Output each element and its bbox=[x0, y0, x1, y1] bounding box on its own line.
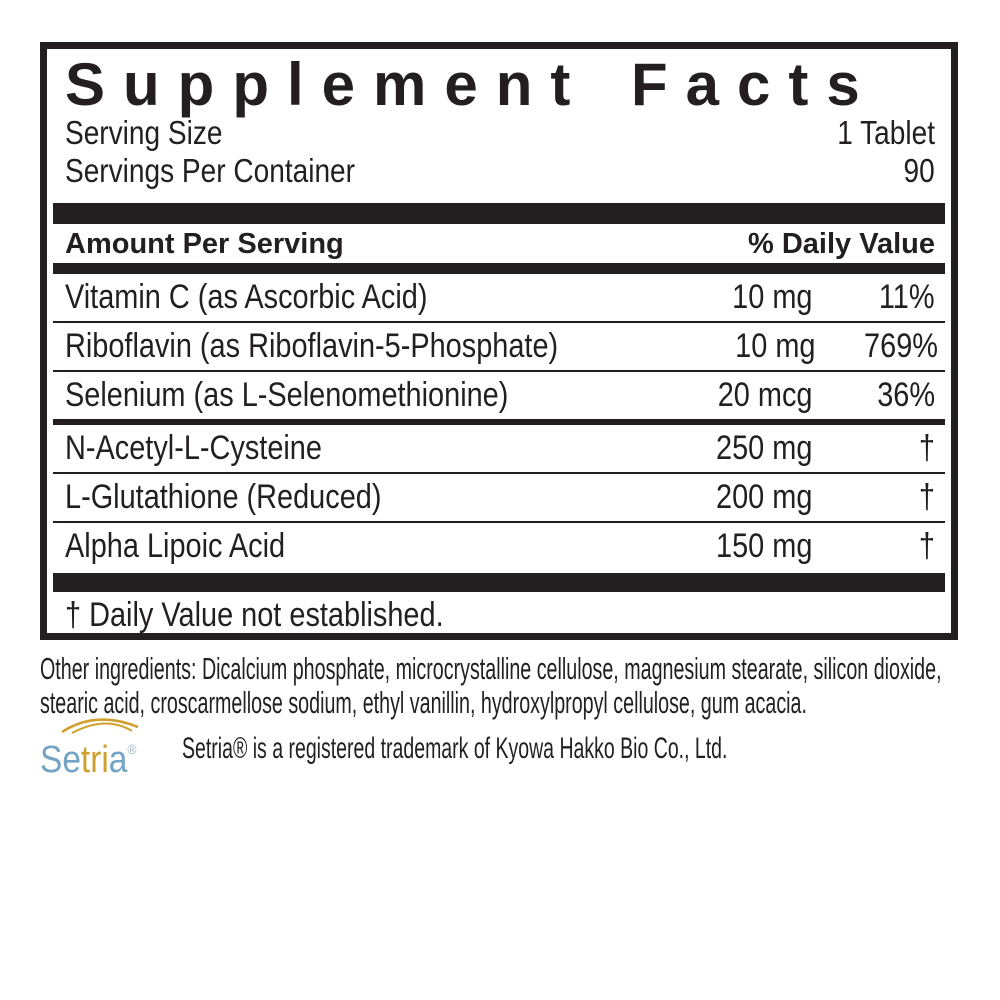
table-row: Alpha Lipoic Acid 150 mg † bbox=[65, 523, 935, 570]
table-row: Riboflavin (as Riboflavin-5-Phosphate) 1… bbox=[65, 323, 939, 370]
table-row: Selenium (as L-Selenomethionine) 20 mcg … bbox=[65, 372, 935, 419]
table-row: Vitamin C (as Ascorbic Acid) 10 mg 11% bbox=[65, 274, 935, 321]
nutrient-daily-value: 36% bbox=[877, 376, 935, 414]
nutrient-amount: 150 mg bbox=[715, 527, 812, 565]
setria-logo-letter: t bbox=[80, 739, 91, 781]
nutrient-amount: 10 mg bbox=[731, 278, 812, 316]
column-header-daily-value: % Daily Value bbox=[748, 228, 935, 260]
nutrient-name: L-Glutathione (Reduced) bbox=[65, 478, 382, 516]
thick-divider-bottom bbox=[53, 573, 945, 592]
nutrient-daily-value: 11% bbox=[879, 278, 935, 316]
setria-logo-letter: a bbox=[108, 739, 128, 781]
thick-divider-top bbox=[53, 203, 945, 224]
nutrient-daily-value: † bbox=[918, 478, 935, 516]
serving-size-line: Serving Size 1 Tablet bbox=[65, 114, 935, 152]
nutrient-name: Vitamin C (as Ascorbic Acid) bbox=[65, 278, 428, 316]
supplement-facts-panel: Supplement Facts Serving Size 1 Tablet S… bbox=[40, 42, 958, 640]
setria-logo-letter: e bbox=[62, 739, 81, 781]
serving-size-value: 1 Tablet bbox=[837, 114, 935, 151]
serving-size-label: Serving Size bbox=[65, 114, 223, 151]
nutrient-daily-value: † bbox=[918, 527, 935, 565]
setria-logo-word: Setria® bbox=[40, 728, 136, 781]
nutrient-name: Alpha Lipoic Acid bbox=[65, 527, 286, 565]
servings-per-container-value: 90 bbox=[903, 152, 935, 189]
row-divider bbox=[53, 521, 945, 523]
registered-mark: ® bbox=[127, 741, 137, 757]
nutrient-amount: 20 mcg bbox=[717, 376, 812, 414]
setria-arc-icon bbox=[61, 718, 139, 734]
table-row: N-Acetyl-L-Cysteine 250 mg † bbox=[65, 425, 935, 472]
row-divider bbox=[53, 370, 945, 372]
row-divider bbox=[53, 321, 945, 323]
setria-trademark-line: Setria® is a registered trademark of Kyo… bbox=[182, 732, 728, 765]
nutrient-name: Selenium (as L-Selenomethionine) bbox=[65, 376, 509, 414]
setria-logo: Setria® bbox=[40, 714, 150, 781]
table-header-row: Amount Per Serving % Daily Value bbox=[65, 224, 935, 263]
other-ingredients-text: Other ingredients: Dicalcium phosphate, … bbox=[40, 651, 942, 720]
nutrient-amount: 10 mg bbox=[734, 327, 816, 365]
nutrient-daily-value: 769% bbox=[864, 327, 939, 365]
setria-logo-letter: r bbox=[90, 739, 102, 781]
column-header-amount-per-serving: Amount Per Serving bbox=[65, 228, 344, 260]
nutrient-amount: 200 mg bbox=[715, 478, 812, 516]
setria-trademark-block: Setria® Setria® is a registered trademar… bbox=[40, 714, 960, 784]
section-divider bbox=[53, 419, 945, 425]
nutrient-amount: 250 mg bbox=[715, 429, 812, 467]
table-row: L-Glutathione (Reduced) 200 mg † bbox=[65, 474, 935, 521]
servings-per-container-label: Servings Per Container bbox=[65, 152, 355, 189]
setria-logo-letter: S bbox=[40, 739, 63, 781]
daily-value-footnote: † Daily Value not established. bbox=[65, 596, 444, 634]
panel-title: Supplement Facts bbox=[65, 51, 878, 118]
nutrient-name: Riboflavin (as Riboflavin-5-Phosphate) bbox=[65, 327, 559, 365]
setria-logo-letter: i bbox=[101, 739, 109, 781]
nutrient-name: N-Acetyl-L-Cysteine bbox=[65, 429, 322, 467]
medium-divider-header bbox=[53, 263, 945, 274]
nutrient-daily-value: † bbox=[918, 429, 935, 467]
servings-per-container-line: Servings Per Container 90 bbox=[65, 152, 935, 190]
row-divider bbox=[53, 472, 945, 474]
